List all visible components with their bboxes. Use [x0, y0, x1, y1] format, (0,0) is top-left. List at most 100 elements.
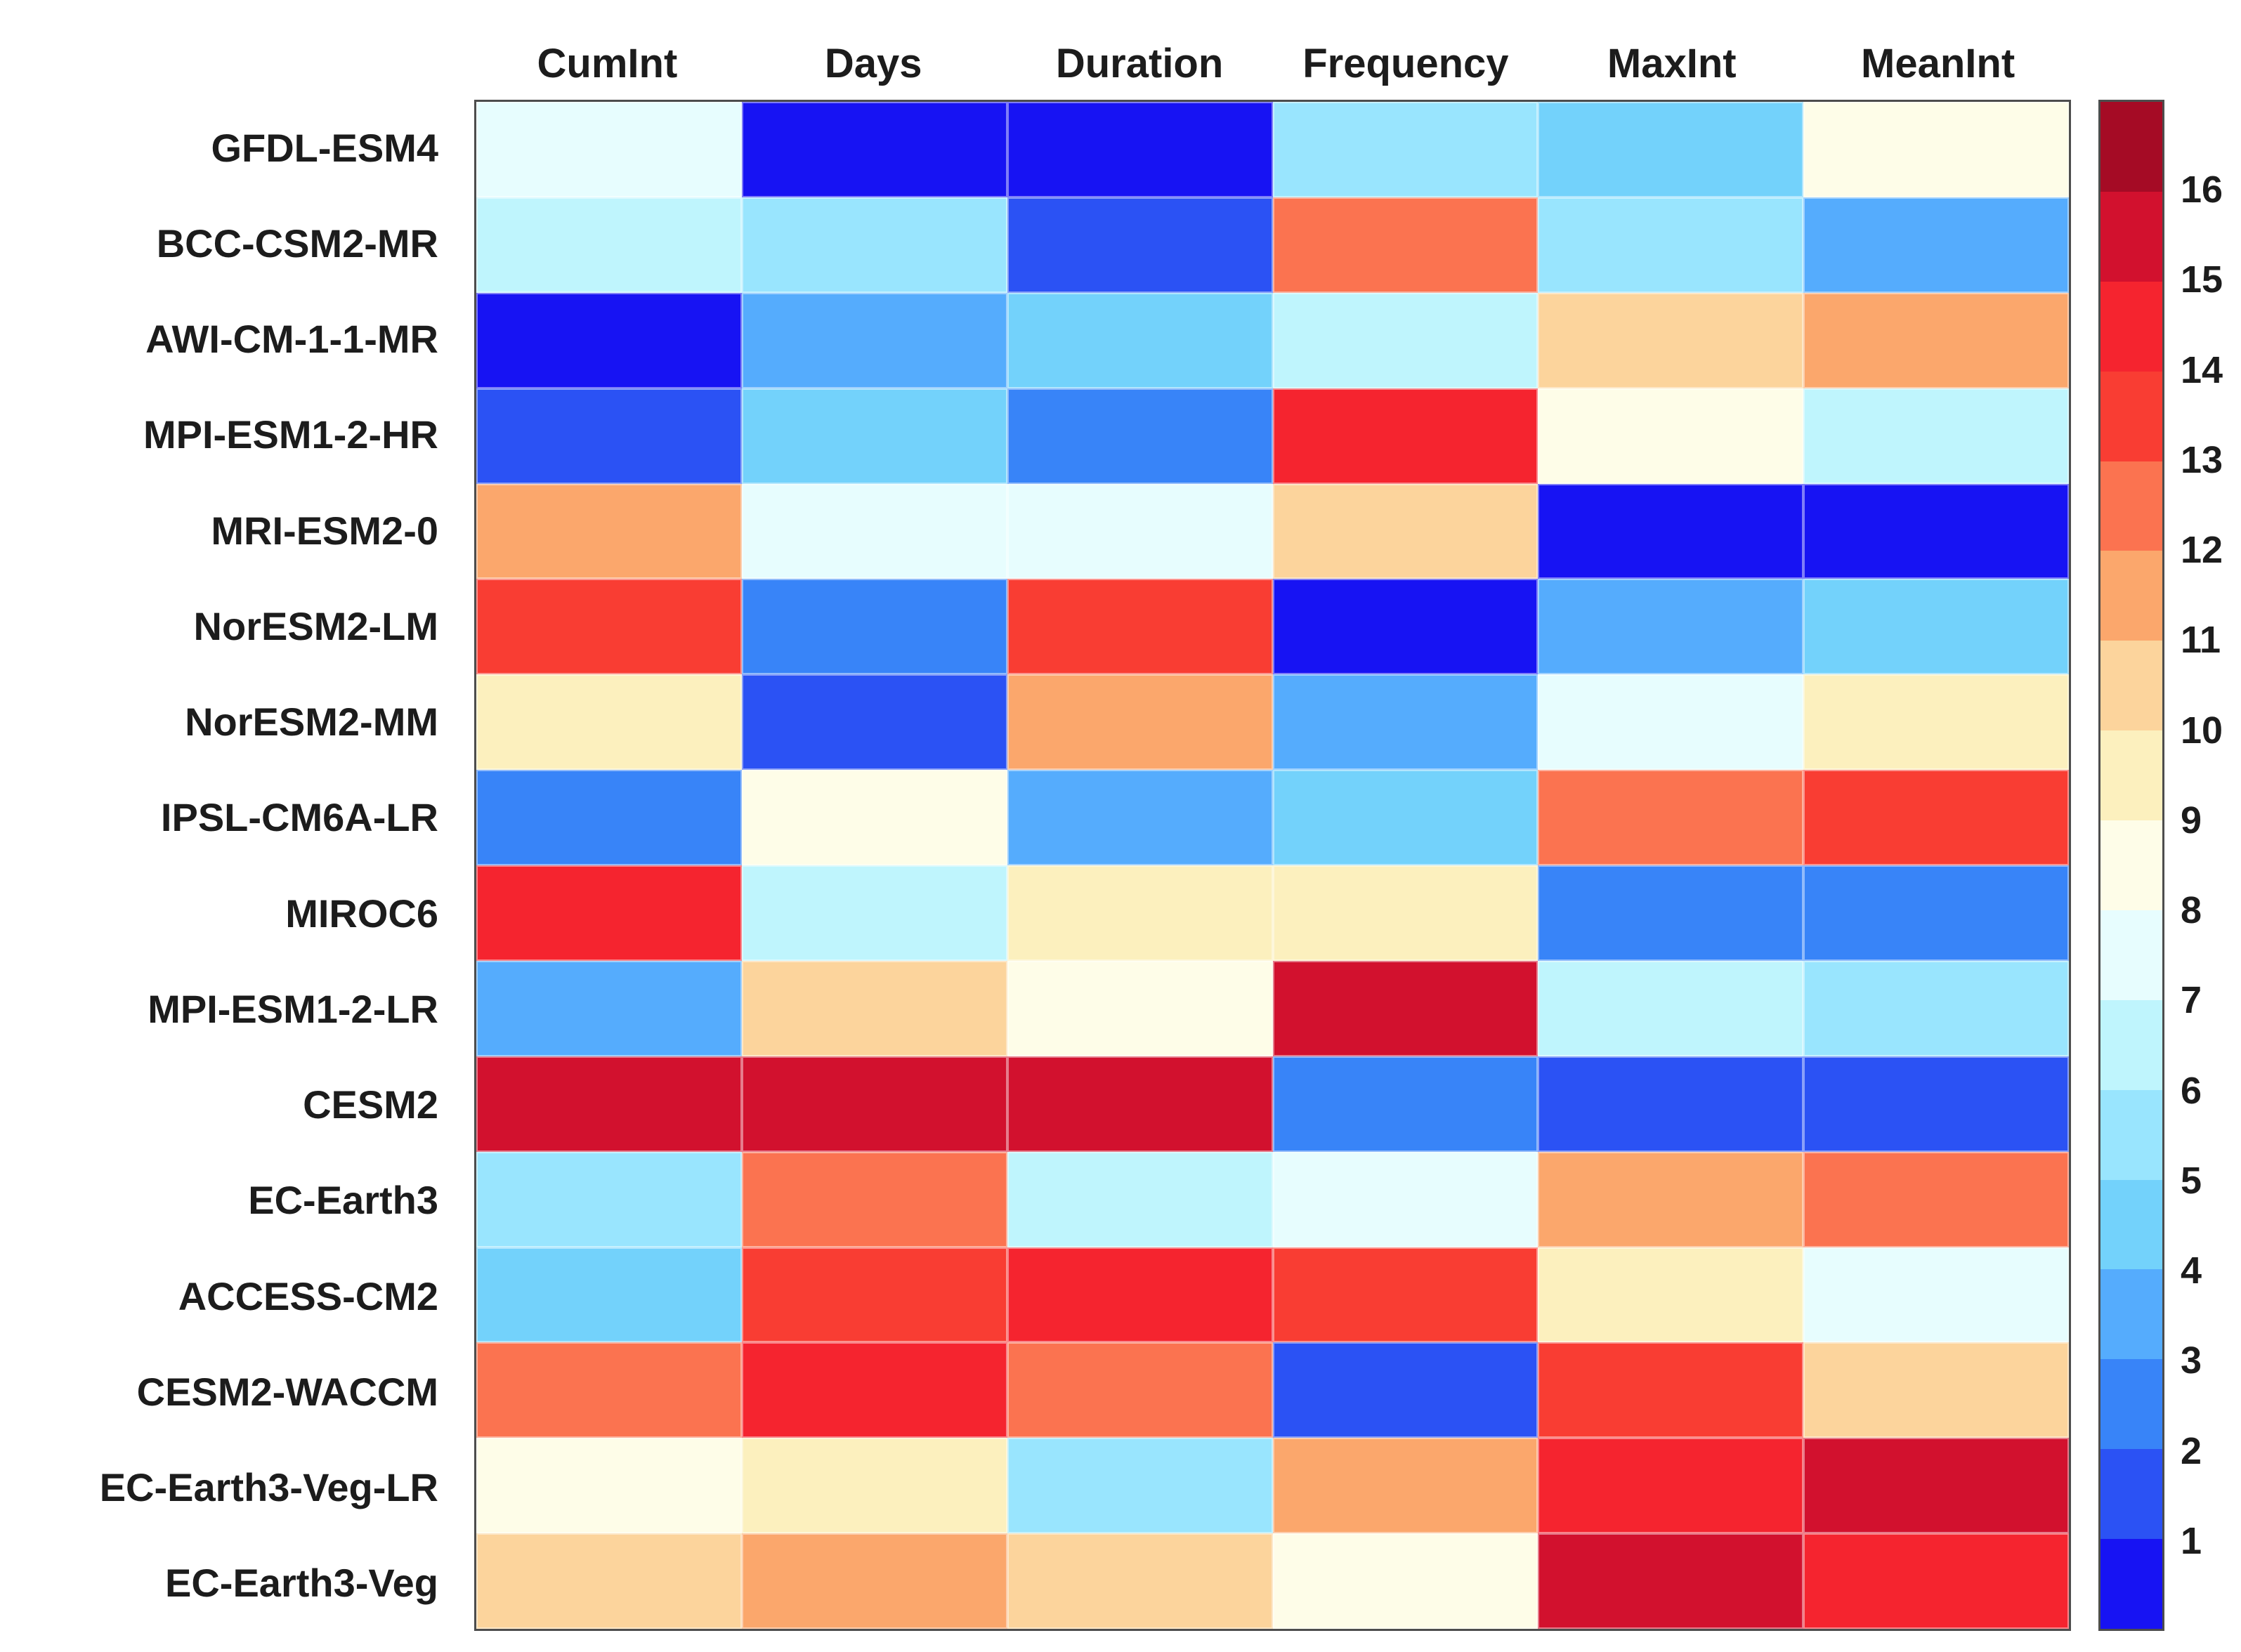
row-labels: GFDL-ESM4 BCC-CSM2-MR AWI-CM-1-1-MR MPI-ESM…: [0, 100, 457, 1631]
heatmap-cell: [476, 674, 742, 771]
heatmap-cell: [1272, 770, 1538, 865]
colorbar-tick-label: 14: [2181, 348, 2223, 391]
colorbar-segment: [2100, 1359, 2162, 1450]
heatmap-cell: [1803, 579, 2069, 675]
heatmap-cell: [741, 1151, 1007, 1247]
row-label: CESM2-WACCM: [136, 1369, 438, 1414]
colorbar-segment: [2100, 371, 2162, 461]
colorbar-segment: [2100, 461, 2162, 551]
heatmap-cell: [1803, 770, 2069, 865]
heatmap-cell: [741, 388, 1007, 484]
heatmap-cell: [741, 674, 1007, 771]
row-label: NorESM2-MM: [185, 700, 438, 745]
heatmap-cell: [1007, 102, 1273, 197]
colorbar-segment: [2100, 281, 2162, 372]
heatmap-cell: [741, 770, 1007, 865]
colorbar-tick-label: 3: [2181, 1339, 2202, 1382]
heatmap-cell: [1272, 197, 1538, 293]
heatmap-cell: [1803, 102, 2069, 197]
heatmap-cell: [476, 483, 742, 579]
column-header: MaxInt: [1607, 41, 1737, 86]
colorbar-segment: [2100, 1179, 2162, 1270]
heatmap-cell: [741, 1342, 1007, 1438]
heatmap-cell: [476, 865, 742, 961]
heatmap-cell: [1272, 579, 1538, 675]
row-label: CESM2: [303, 1082, 438, 1127]
heatmap-cell: [1272, 674, 1538, 771]
heatmap-cell: [1007, 292, 1273, 388]
heatmap-cell: [1272, 1533, 1538, 1629]
heatmap-cell: [741, 292, 1007, 388]
heatmap-cell: [1803, 197, 2069, 293]
heatmap-cell: [1538, 197, 1804, 293]
row-label: MPI-ESM1-2-LR: [148, 986, 438, 1031]
heatmap-cell: [1538, 102, 1804, 197]
row-label: AWI-CM-1-1-MR: [145, 317, 438, 362]
heatmap-cell: [1803, 1151, 2069, 1247]
row-label: EC-Earth3: [248, 1178, 438, 1223]
heatmap-cell: [1803, 1056, 2069, 1152]
colorbar-tick-label: 13: [2181, 438, 2223, 481]
heatmap-cell: [1007, 960, 1273, 1056]
heatmap-cell: [1007, 197, 1273, 293]
heatmap-cell: [476, 770, 742, 865]
heatmap-cell: [476, 388, 742, 484]
row-label: EC-Earth3-Veg: [165, 1561, 438, 1606]
colorbar-tick-label: 11: [2181, 619, 2221, 662]
heatmap-cell: [476, 292, 742, 388]
heatmap-cell: [1272, 388, 1538, 484]
row-label: MRI-ESM2-0: [211, 508, 438, 553]
column-header: CumInt: [537, 41, 678, 86]
heatmap-cell: [1538, 1247, 1804, 1343]
colorbar-tick-label: 8: [2181, 889, 2202, 932]
heatmap-cell: [1007, 388, 1273, 484]
column-header: MeanInt: [1861, 41, 2015, 86]
column-headers: CumInt Days Duration Frequency MaxInt MeanInt: [474, 13, 2071, 91]
heatmap-cell: [1538, 483, 1804, 579]
heatmap-cell: [1803, 483, 2069, 579]
heatmap-cell: [1007, 1056, 1273, 1152]
colorbar-tick-label: 4: [2181, 1250, 2202, 1292]
colorbar-tick-label: 16: [2181, 169, 2223, 211]
colorbar-segment: [2100, 910, 2162, 1000]
colorbar-segment: [2100, 1089, 2162, 1180]
heatmap-cell: [1007, 770, 1273, 865]
heatmap-cell: [1272, 1056, 1538, 1152]
colorbar-segment: [2100, 820, 2162, 910]
heatmap-cell: [741, 197, 1007, 293]
colorbar-segment: [2100, 1449, 2162, 1539]
column-header: Days: [824, 41, 922, 86]
row-label: NorESM2-LM: [193, 603, 438, 648]
heatmap-cell: [1007, 1151, 1273, 1247]
column-header: Duration: [1055, 41, 1224, 86]
heatmap-cell: [741, 483, 1007, 579]
heatmap-cell: [1538, 1533, 1804, 1629]
heatmap-cell: [1803, 1533, 2069, 1629]
row-label: GFDL-ESM4: [211, 125, 438, 170]
heatmap-cell: [1538, 1438, 1804, 1534]
heatmap-cell: [476, 1342, 742, 1438]
row-label: IPSL-CM6A-LR: [160, 795, 438, 840]
colorbar-tick-label: 1: [2181, 1519, 2202, 1562]
heatmap-cell: [1272, 1342, 1538, 1438]
heatmap-cell: [476, 1247, 742, 1343]
heatmap-cell: [1007, 1247, 1273, 1343]
heatmap-cell: [1538, 388, 1804, 484]
heatmap-cell: [741, 102, 1007, 197]
heatmap-cell: [1538, 960, 1804, 1056]
heatmap-cell: [741, 865, 1007, 961]
colorbar-segment: [2100, 102, 2162, 192]
heatmap-cell: [1272, 865, 1538, 961]
heatmap-cell: [1538, 674, 1804, 771]
heatmap-cell: [741, 1438, 1007, 1534]
colorbar-tick-label: 6: [2181, 1069, 2202, 1112]
colorbar-segment: [2100, 1269, 2162, 1360]
colorbar-segment: [2100, 551, 2162, 641]
colorbar-tick-label: 2: [2181, 1429, 2202, 1472]
heatmap-cell: [1538, 292, 1804, 388]
heatmap-cell: [476, 102, 742, 197]
heatmap-cell: [741, 1533, 1007, 1629]
colorbar-tick-label: 12: [2181, 529, 2223, 572]
colorbar-segment: [2100, 999, 2162, 1090]
heatmap-cell: [476, 1438, 742, 1534]
